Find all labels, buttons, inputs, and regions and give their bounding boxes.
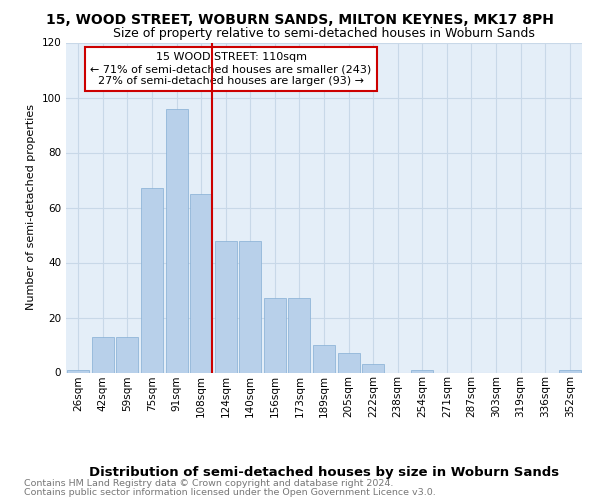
Bar	[338, 353, 359, 372]
Y-axis label: Number of semi-detached properties: Number of semi-detached properties	[26, 104, 36, 310]
Bar	[264, 298, 286, 372]
Bar	[411, 370, 433, 372]
Text: 15, WOOD STREET, WOBURN SANDS, MILTON KEYNES, MK17 8PH: 15, WOOD STREET, WOBURN SANDS, MILTON KE…	[46, 12, 554, 26]
Bar	[215, 240, 237, 372]
Bar	[239, 240, 262, 372]
Text: Distribution of semi-detached houses by size in Woburn Sands: Distribution of semi-detached houses by …	[89, 466, 559, 479]
Bar	[559, 370, 581, 372]
Bar	[67, 370, 89, 372]
Bar	[166, 108, 188, 372]
Text: 15 WOOD STREET: 110sqm
← 71% of semi-detached houses are smaller (243)
27% of se: 15 WOOD STREET: 110sqm ← 71% of semi-det…	[91, 52, 372, 86]
Text: Contains HM Land Registry data © Crown copyright and database right 2024.: Contains HM Land Registry data © Crown c…	[24, 479, 394, 488]
Bar	[313, 345, 335, 372]
Bar	[190, 194, 212, 372]
Title: Size of property relative to semi-detached houses in Woburn Sands: Size of property relative to semi-detach…	[113, 27, 535, 40]
Bar	[141, 188, 163, 372]
Bar	[289, 298, 310, 372]
Bar	[92, 337, 114, 372]
Bar	[362, 364, 384, 372]
Bar	[116, 337, 139, 372]
Text: Contains public sector information licensed under the Open Government Licence v3: Contains public sector information licen…	[24, 488, 436, 497]
